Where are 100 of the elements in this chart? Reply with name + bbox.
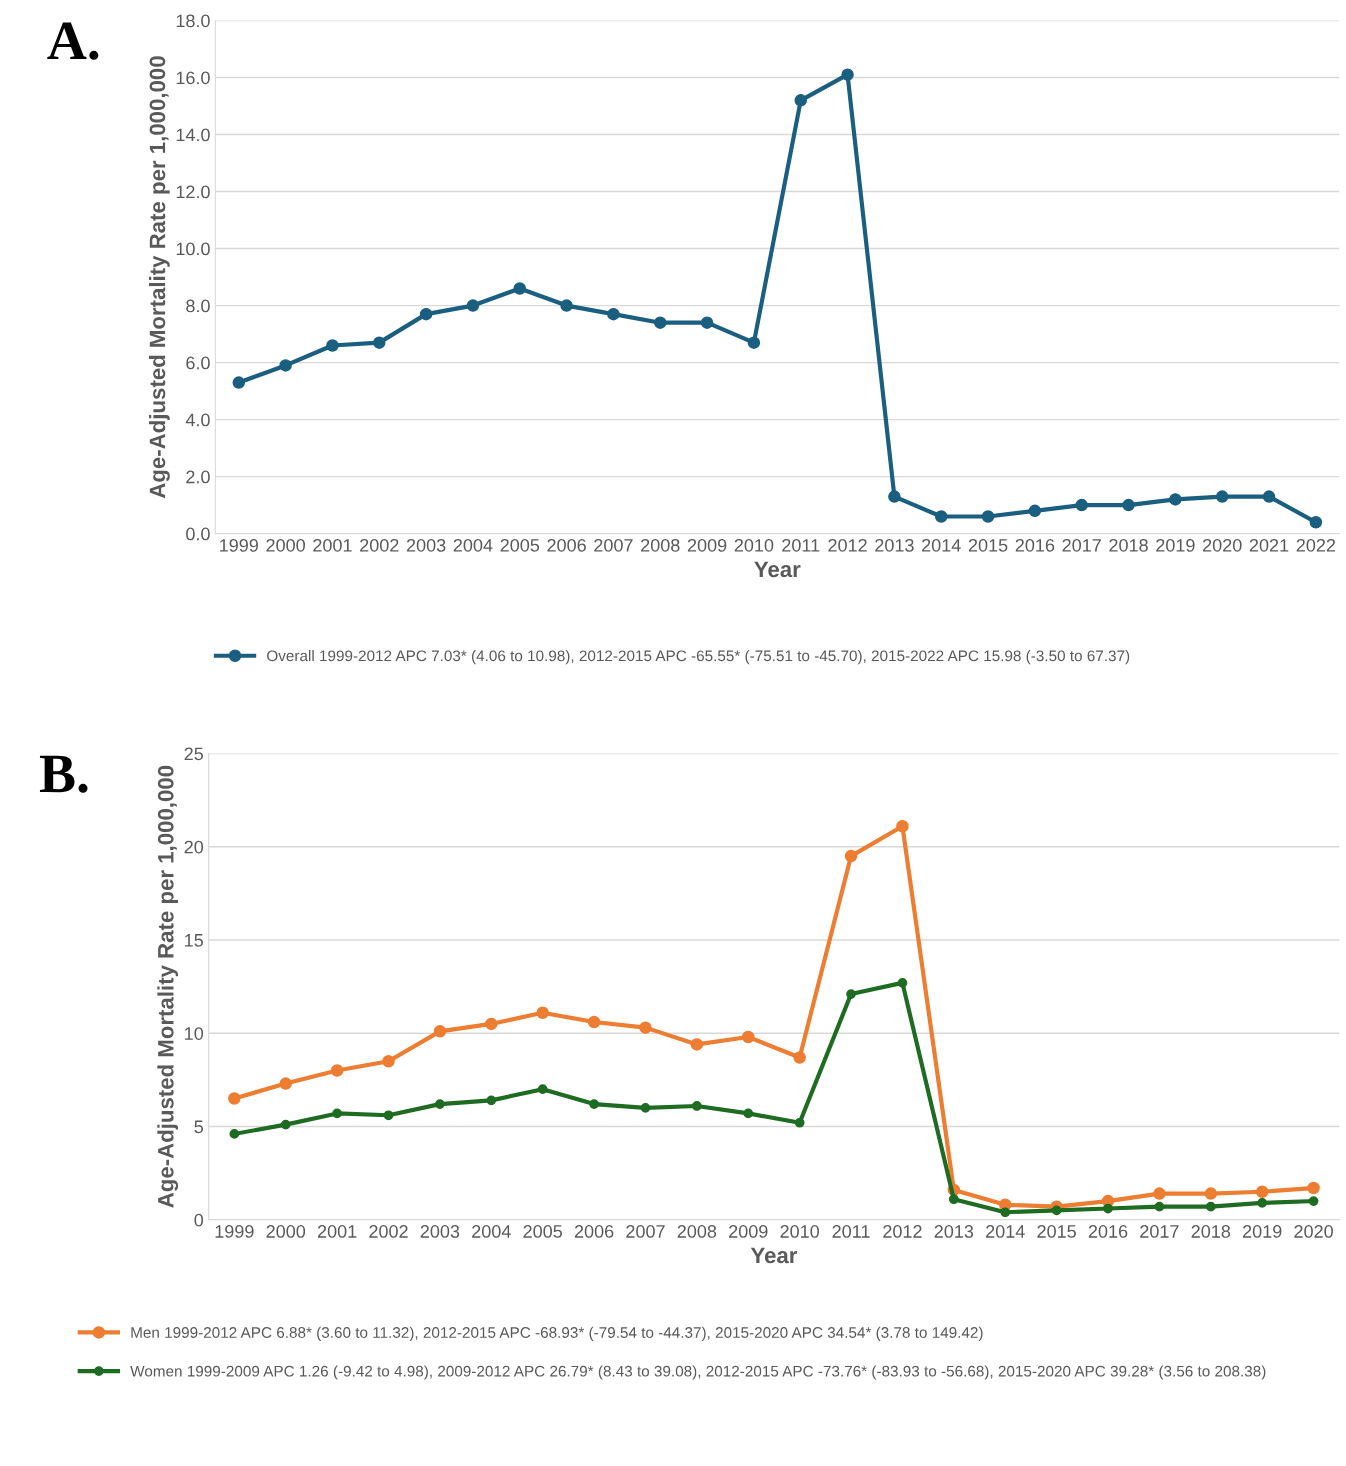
point xyxy=(587,1015,601,1029)
x-tick-label: 2011 xyxy=(832,1225,870,1238)
point xyxy=(897,978,908,988)
x-tick-label: 2014 xyxy=(922,538,961,552)
x-tick-label: 1999 xyxy=(215,1225,254,1238)
x-tick-label: 2003 xyxy=(406,538,446,552)
point xyxy=(1309,515,1323,529)
x-tick-label: 2001 xyxy=(313,538,352,552)
y-tick-label: 6.0 xyxy=(186,356,210,370)
y-tick-label: 20 xyxy=(184,840,204,854)
point xyxy=(332,1108,342,1119)
point xyxy=(844,849,858,863)
y-tick-label: 25 xyxy=(184,747,204,761)
y-tick-label: 5 xyxy=(194,1120,204,1134)
x-tick-label: 2005 xyxy=(500,538,540,552)
point xyxy=(1308,1196,1319,1206)
x-tick-label: 2015 xyxy=(1037,1225,1076,1238)
x-tick-label: 2002 xyxy=(369,1225,408,1238)
x-tick-label: 2010 xyxy=(780,1225,820,1238)
point xyxy=(560,299,573,312)
y-tick-label: 12.0 xyxy=(176,185,210,199)
x-tick-label: 2022 xyxy=(1296,538,1336,552)
x-tick-label: 2001 xyxy=(317,1225,357,1238)
point xyxy=(742,1030,755,1044)
point xyxy=(1204,1187,1218,1200)
x-tick-label: 2014 xyxy=(986,1225,1025,1238)
y-tick-label: 10 xyxy=(185,1027,204,1040)
point xyxy=(981,510,995,523)
point xyxy=(1257,1198,1268,1208)
point xyxy=(653,316,667,329)
x-tick-label: 2012 xyxy=(828,538,867,552)
point xyxy=(1255,1185,1269,1198)
x-tick-label: 2021 xyxy=(1249,538,1289,552)
point xyxy=(435,1099,445,1109)
point xyxy=(1000,1207,1011,1218)
y-tick-label: 16.0 xyxy=(176,71,210,85)
point xyxy=(280,1119,291,1130)
point xyxy=(841,68,854,81)
point xyxy=(640,1102,651,1113)
x-tick-label: 2003 xyxy=(420,1225,460,1238)
x-tick-label: 2013 xyxy=(875,538,914,552)
y-tick-label: 2.0 xyxy=(186,470,210,484)
x-tick-label: 2019 xyxy=(1243,1225,1282,1238)
text: A. xyxy=(47,22,99,60)
x-tick-label: 2010 xyxy=(734,538,774,552)
point xyxy=(794,1117,805,1128)
point xyxy=(1307,1181,1320,1195)
x-tick-label: 2009 xyxy=(687,538,727,552)
point xyxy=(232,376,246,389)
x-tick-label: 2017 xyxy=(1062,538,1101,552)
point xyxy=(326,339,339,352)
y-tick-label: 8.0 xyxy=(186,299,210,313)
y-axis-title: Age-Adjusted Mortality Rate per 1,000,000 xyxy=(148,56,170,499)
point xyxy=(846,989,856,999)
x-tick-label: 2007 xyxy=(594,538,633,552)
point xyxy=(589,1099,599,1109)
point xyxy=(330,1064,344,1077)
y-tick-label: 15 xyxy=(185,934,204,947)
x-tick-label: 2002 xyxy=(360,538,399,552)
x-tick-label: 2013 xyxy=(934,1225,974,1238)
point xyxy=(1154,1201,1165,1212)
y-axis-title: Age-Adjusted Mortality Rate per 1,000,000 xyxy=(157,765,179,1208)
x-tick-label: 2009 xyxy=(729,1225,768,1238)
legend-label: Men 1999-2012 APC 6.88* (3.60 to 11.32), 2012-2015 APC -68.93* (-79.54 to -44.37), 2015-2020 APC 34.54* (3.78 to 149.42) xyxy=(131,1326,983,1341)
point xyxy=(888,490,901,503)
x-tick-label: 2000 xyxy=(266,538,305,552)
point xyxy=(607,307,620,321)
point xyxy=(537,1084,548,1095)
point xyxy=(1122,498,1135,512)
point xyxy=(1103,1203,1113,1214)
point xyxy=(743,1108,754,1119)
x-tick-label: 2006 xyxy=(574,1225,614,1238)
x-tick-label: 2020 xyxy=(1203,538,1242,552)
x-tick-label: 2006 xyxy=(547,538,586,552)
point xyxy=(536,1006,549,1019)
point xyxy=(229,1129,240,1139)
x-tick-label: 2017 xyxy=(1140,1225,1179,1238)
x-tick-label: 2020 xyxy=(1294,1225,1333,1238)
x-tick-label: 2018 xyxy=(1191,1225,1231,1238)
point xyxy=(794,94,807,107)
point xyxy=(948,1194,959,1205)
point xyxy=(1153,1187,1166,1200)
point xyxy=(793,1051,806,1064)
point xyxy=(1169,493,1182,506)
x-tick-label: 2005 xyxy=(523,1225,563,1238)
x-tick-label: 2016 xyxy=(1088,1225,1128,1238)
y-tick-label: 0.0 xyxy=(186,527,210,541)
x-tick-label: 2008 xyxy=(641,538,680,552)
point xyxy=(1215,490,1229,503)
point xyxy=(1262,490,1276,503)
x-axis-title: Year xyxy=(754,561,801,578)
point xyxy=(383,1110,394,1121)
x-axis-title: Year xyxy=(750,1247,798,1264)
x-tick-label: 2016 xyxy=(1015,538,1055,552)
legend-label: Women 1999-2009 APC 1.26 (-9.42 to 4.98), 2009-2012 APC 26.79* (8.43 to 39.08), 2012-2015 APC -73.76* (-83.93 to -56.68), 2015-2020 APC 39.28* (3.56 to 208.38) xyxy=(130,1365,1266,1380)
y-tick-label: 4.0 xyxy=(185,413,210,427)
x-tick-label: 2007 xyxy=(626,1225,665,1238)
point xyxy=(934,510,948,523)
point xyxy=(691,1101,702,1111)
x-tick-label: 2012 xyxy=(883,1225,922,1238)
